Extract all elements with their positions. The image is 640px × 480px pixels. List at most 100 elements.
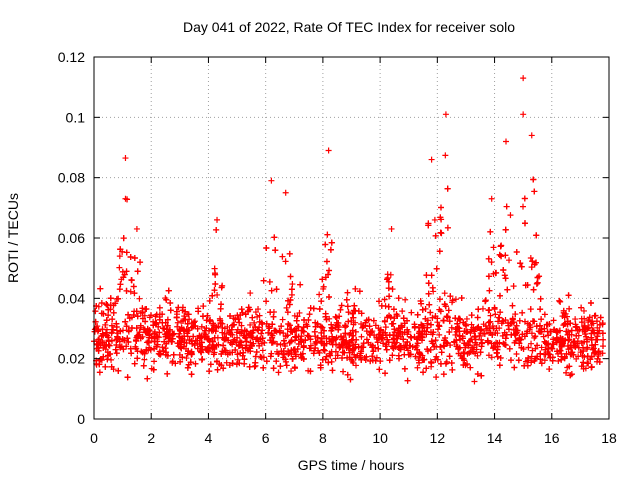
data-point [258, 330, 265, 337]
data-point [319, 356, 326, 363]
data-point [466, 337, 473, 344]
data-point [564, 343, 571, 350]
data-point [277, 341, 284, 348]
data-point [169, 358, 176, 365]
data-point [185, 347, 192, 354]
data-point [321, 347, 328, 354]
data-point [351, 351, 358, 358]
data-point [415, 334, 422, 341]
data-point [256, 312, 263, 319]
data-point [537, 350, 544, 357]
x-tick-label: 18 [601, 430, 617, 446]
data-point [200, 303, 207, 310]
data-point [391, 340, 398, 347]
data-point [115, 295, 122, 302]
data-point [282, 258, 289, 265]
data-point [293, 327, 300, 334]
data-point [425, 222, 432, 229]
data-point [395, 295, 402, 302]
data-point [506, 257, 513, 264]
data-point [212, 328, 219, 335]
data-point [286, 349, 293, 356]
data-point [326, 350, 333, 357]
data-point [433, 353, 440, 360]
data-point [396, 343, 403, 350]
data-point [489, 331, 496, 338]
data-point [580, 348, 587, 355]
data-point [224, 323, 231, 330]
data-point [255, 306, 262, 313]
data-point [425, 290, 432, 297]
data-point [349, 358, 356, 365]
data-point [325, 147, 332, 154]
data-point [280, 337, 287, 344]
data-point [527, 255, 534, 262]
data-point [469, 344, 476, 351]
data-point [188, 348, 195, 355]
data-point [588, 342, 595, 349]
data-point [145, 339, 152, 346]
data-point [355, 308, 362, 315]
data-point [546, 366, 553, 373]
data-point [578, 319, 585, 326]
data-point [320, 283, 327, 290]
data-point [213, 226, 220, 233]
data-point [512, 311, 519, 318]
data-point [300, 356, 307, 363]
data-point [370, 348, 377, 355]
data-point [509, 302, 516, 309]
data-point [481, 330, 488, 337]
data-point [490, 244, 497, 251]
data-point [557, 298, 564, 305]
data-point [550, 317, 557, 324]
data-point [451, 338, 458, 345]
data-point [526, 326, 533, 333]
data-point [498, 253, 505, 260]
data-point [91, 328, 98, 335]
data-point [456, 325, 463, 332]
data-point [577, 349, 584, 356]
data-point [507, 212, 514, 219]
data-point [573, 355, 580, 362]
data-point [569, 349, 576, 356]
data-point [384, 276, 391, 283]
data-point [183, 355, 190, 362]
data-point [457, 316, 464, 323]
data-point [581, 315, 588, 322]
data-point [467, 330, 474, 337]
data-point [485, 255, 492, 262]
data-point [110, 326, 117, 333]
data-point [415, 324, 422, 331]
data-point [572, 323, 579, 330]
data-point [197, 343, 204, 350]
data-point [594, 355, 601, 362]
data-point [103, 317, 110, 324]
data-point [363, 353, 370, 360]
data-point [537, 356, 544, 363]
data-point [452, 315, 459, 322]
data-point [595, 349, 602, 356]
data-point [259, 347, 266, 354]
data-point [502, 275, 509, 282]
data-point [358, 348, 365, 355]
data-point [442, 339, 449, 346]
x-tick-label: 10 [372, 430, 388, 446]
data-point [502, 226, 509, 233]
data-point [288, 291, 295, 298]
data-point [184, 364, 191, 371]
data-point [376, 366, 383, 373]
data-point [440, 371, 447, 378]
data-point [190, 333, 197, 340]
data-point [545, 332, 552, 339]
data-point [404, 317, 411, 324]
data-point [94, 340, 101, 347]
data-point [214, 366, 221, 373]
data-point [274, 340, 281, 347]
data-point [326, 267, 333, 274]
data-point [118, 343, 125, 350]
data-point [548, 344, 555, 351]
data-point [143, 346, 150, 353]
data-point [234, 351, 241, 358]
data-point [360, 323, 367, 330]
data-point [384, 336, 391, 343]
